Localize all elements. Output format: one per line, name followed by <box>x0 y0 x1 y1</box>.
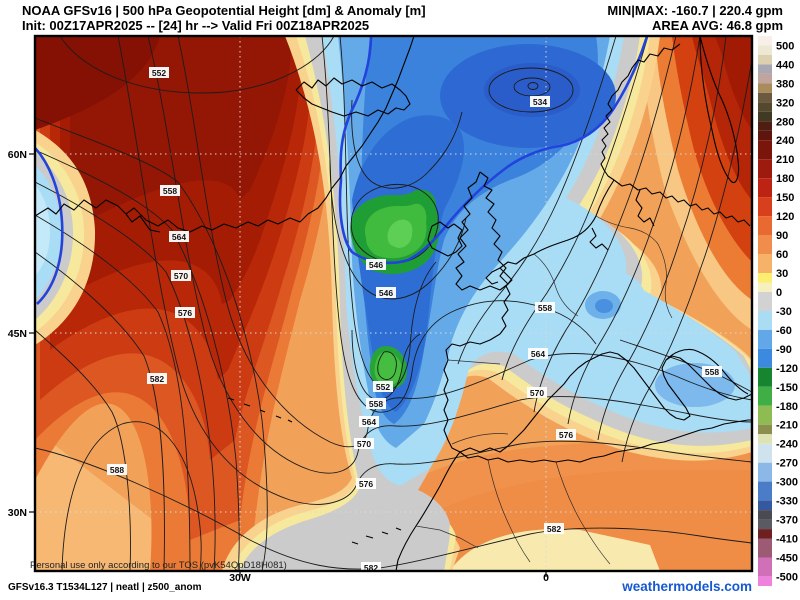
svg-text:-330: -330 <box>776 496 798 508</box>
svg-text:90: 90 <box>776 230 788 242</box>
svg-text:-150: -150 <box>776 382 798 394</box>
svg-text:534: 534 <box>533 97 547 107</box>
svg-text:-370: -370 <box>776 515 798 527</box>
svg-text:576: 576 <box>559 430 573 440</box>
svg-text:AREA AVG: 46.8 gpm: AREA AVG: 46.8 gpm <box>652 18 783 33</box>
svg-text:-210: -210 <box>776 420 798 432</box>
svg-text:GFSv16.3 T1534L127 | neatl | z: GFSv16.3 T1534L127 | neatl | z500_anom <box>8 582 202 593</box>
svg-text:150: 150 <box>776 192 794 204</box>
svg-text:564: 564 <box>531 349 545 359</box>
svg-text:582: 582 <box>150 374 164 384</box>
svg-text:30N: 30N <box>8 507 27 519</box>
svg-text:558: 558 <box>705 367 719 377</box>
svg-text:280: 280 <box>776 116 794 128</box>
svg-text:30: 30 <box>776 268 788 280</box>
svg-text:558: 558 <box>538 303 552 313</box>
svg-text:576: 576 <box>178 308 192 318</box>
svg-text:552: 552 <box>376 382 390 392</box>
svg-text:564: 564 <box>362 417 376 427</box>
svg-text:-410: -410 <box>776 534 798 546</box>
svg-text:60: 60 <box>776 249 788 261</box>
svg-text:MIN|MAX: -160.7 | 220.4 gpm: MIN|MAX: -160.7 | 220.4 gpm <box>607 3 783 18</box>
svg-text:weathermodels.com: weathermodels.com <box>621 579 752 594</box>
svg-text:558: 558 <box>369 399 383 409</box>
svg-text:-270: -270 <box>776 458 798 470</box>
svg-text:588: 588 <box>110 465 124 475</box>
svg-text:546: 546 <box>379 288 393 298</box>
svg-text:576: 576 <box>359 479 373 489</box>
svg-text:Personal use only according to: Personal use only according to our TOS (… <box>30 560 287 571</box>
svg-text:500: 500 <box>776 41 794 53</box>
svg-text:120: 120 <box>776 211 794 223</box>
svg-text:-240: -240 <box>776 439 798 451</box>
svg-text:-120: -120 <box>776 363 798 375</box>
svg-text:45N: 45N <box>8 328 27 340</box>
svg-text:380: 380 <box>776 78 794 90</box>
svg-text:558: 558 <box>163 186 177 196</box>
svg-text:-450: -450 <box>776 553 798 565</box>
svg-text:582: 582 <box>364 563 378 573</box>
svg-text:-90: -90 <box>776 344 792 356</box>
svg-text:440: 440 <box>776 59 794 71</box>
svg-text:NOAA GFSv16 | 500 hPa Geopote: NOAA GFSv16 | 500 hPa Geopotential Heigh… <box>22 3 426 18</box>
svg-text:570: 570 <box>174 271 188 281</box>
svg-text:0: 0 <box>543 572 549 584</box>
svg-text:180: 180 <box>776 173 794 185</box>
svg-text:564: 564 <box>172 232 186 242</box>
svg-text:570: 570 <box>530 388 544 398</box>
svg-text:240: 240 <box>776 135 794 147</box>
svg-text:552: 552 <box>152 68 166 78</box>
svg-text:0: 0 <box>776 287 782 299</box>
svg-text:-180: -180 <box>776 401 798 413</box>
svg-text:-60: -60 <box>776 325 792 337</box>
svg-text:-30: -30 <box>776 306 792 318</box>
svg-text:60N: 60N <box>8 149 27 161</box>
svg-text:546: 546 <box>369 260 383 270</box>
svg-text:-300: -300 <box>776 477 798 489</box>
svg-text:Init: 00Z17APR2025 -- [24] hr: Init: 00Z17APR2025 -- [24] hr --> Valid … <box>22 18 369 33</box>
svg-text:30W: 30W <box>229 572 251 584</box>
svg-text:570: 570 <box>357 439 371 449</box>
svg-text:-500: -500 <box>776 571 798 583</box>
svg-text:320: 320 <box>776 97 794 109</box>
svg-text:582: 582 <box>547 524 561 534</box>
svg-text:210: 210 <box>776 154 794 166</box>
